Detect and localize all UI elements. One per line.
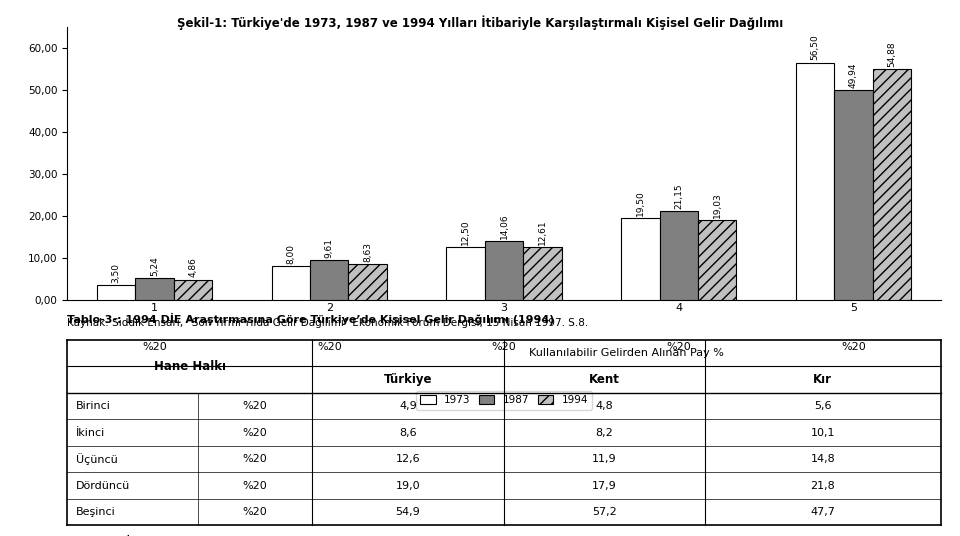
Text: 3,50: 3,50 — [111, 263, 121, 283]
Bar — [873, 69, 911, 300]
Text: Birinci: Birinci — [76, 401, 110, 411]
Text: 54,88: 54,88 — [887, 42, 897, 67]
Text: %20: %20 — [243, 401, 268, 411]
Text: 4,86: 4,86 — [188, 258, 198, 278]
Text: 8,00: 8,00 — [286, 244, 296, 264]
Legend: 1973, 1987, 1994: 1973, 1987, 1994 — [416, 391, 592, 410]
Bar — [174, 280, 212, 300]
Bar — [523, 247, 562, 300]
Text: 14,8: 14,8 — [810, 454, 835, 464]
Text: 49,94: 49,94 — [849, 63, 858, 88]
Bar — [621, 218, 660, 300]
Text: 57,2: 57,2 — [592, 507, 617, 517]
Text: Üçüncü: Üçüncü — [76, 453, 118, 465]
Text: %20: %20 — [317, 342, 342, 352]
Text: %20: %20 — [243, 507, 268, 517]
Text: %20: %20 — [492, 342, 516, 352]
Bar — [272, 266, 310, 300]
Bar — [485, 241, 523, 300]
Text: 12,50: 12,50 — [461, 220, 470, 245]
Text: 19,50: 19,50 — [636, 190, 645, 216]
Text: Kaynak: Sıddık Ensari, “Son Yirmi Yılda Gelir Dağılımı” Ekonomik Forum Dergisi, : Kaynak: Sıddık Ensari, “Son Yirmi Yılda … — [67, 317, 588, 327]
Text: Kent: Kent — [589, 373, 620, 386]
Text: 54,9: 54,9 — [396, 507, 420, 517]
Text: 4,9: 4,9 — [399, 401, 417, 411]
Bar — [698, 220, 736, 300]
Text: %20: %20 — [243, 454, 268, 464]
Text: Kır: Kır — [813, 373, 832, 386]
Text: %20: %20 — [841, 342, 866, 352]
Bar — [834, 90, 873, 300]
Text: 21,8: 21,8 — [810, 481, 835, 490]
Bar — [310, 259, 348, 300]
Text: %20: %20 — [666, 342, 691, 352]
Text: 56,50: 56,50 — [810, 35, 820, 61]
Text: Hane Halkı: Hane Halkı — [154, 360, 226, 373]
Text: 19,0: 19,0 — [396, 481, 420, 490]
Text: 4,8: 4,8 — [595, 401, 613, 411]
Bar — [796, 63, 834, 300]
Bar — [135, 278, 174, 300]
Bar — [348, 264, 387, 300]
Text: Türkiye: Türkiye — [384, 373, 432, 386]
Bar — [446, 248, 485, 300]
Text: %20: %20 — [243, 481, 268, 490]
Text: 19,03: 19,03 — [712, 192, 722, 218]
Bar — [660, 211, 698, 300]
Bar — [97, 285, 135, 300]
Text: Beşinci: Beşinci — [76, 507, 116, 517]
Text: 8,2: 8,2 — [595, 428, 613, 437]
Text: 21,15: 21,15 — [674, 183, 684, 209]
Text: 10,1: 10,1 — [810, 428, 835, 437]
Text: 8,6: 8,6 — [399, 428, 417, 437]
Text: 47,7: 47,7 — [810, 507, 835, 517]
Text: Kaynak: DİE, 1994 Yılı Hane Halkı Gelir Dağılımı Anketi Sonuçları, Ankara: Eylül: Kaynak: DİE, 1994 Yılı Hane Halkı Gelir … — [67, 534, 570, 536]
Text: Tablo-3-: 1994 DİE Araştırmasına Göre Türkiye’de Kişisel Gelir Dağılımı (1994): Tablo-3-: 1994 DİE Araştırmasına Göre Tü… — [67, 313, 555, 325]
Text: %20: %20 — [243, 428, 268, 437]
Text: 17,9: 17,9 — [592, 481, 617, 490]
Text: 14,06: 14,06 — [499, 213, 509, 239]
Text: Dördüncü: Dördüncü — [76, 481, 131, 490]
Text: 5,24: 5,24 — [150, 256, 159, 276]
Text: Kullanılabilir Gelirden Alınan Pay %: Kullanılabilir Gelirden Alınan Pay % — [529, 348, 724, 358]
Text: Şekil-1: Türkiye'de 1973, 1987 ve 1994 Yılları İtibariyle Karşılaştırmalı Kişise: Şekil-1: Türkiye'de 1973, 1987 ve 1994 Y… — [177, 15, 783, 29]
Text: 12,6: 12,6 — [396, 454, 420, 464]
Text: 12,61: 12,61 — [538, 219, 547, 245]
Text: %20: %20 — [142, 342, 167, 352]
Text: 9,61: 9,61 — [324, 237, 334, 257]
Text: 5,6: 5,6 — [814, 401, 831, 411]
Text: 8,63: 8,63 — [363, 242, 372, 262]
Text: 11,9: 11,9 — [592, 454, 616, 464]
Text: İkinci: İkinci — [76, 428, 106, 437]
